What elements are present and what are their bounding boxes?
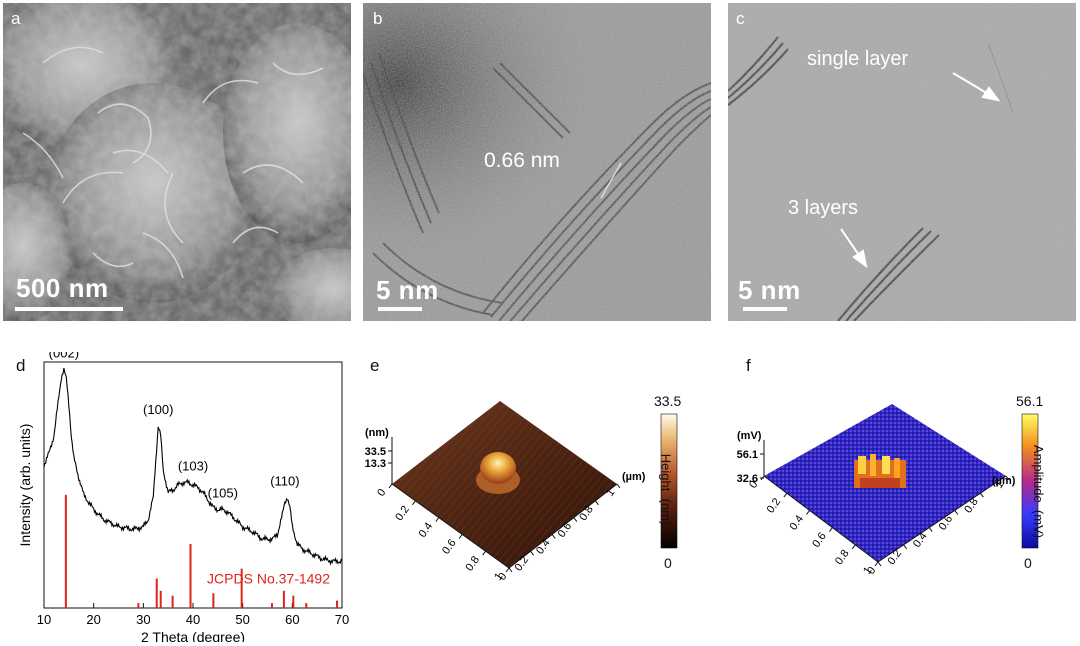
afm-z-tick-label: 56.1 — [737, 449, 758, 461]
afm-z-unit: (nm) — [365, 427, 389, 439]
afm-tick — [573, 517, 578, 522]
scale-bar-label-b: 5 nm — [376, 275, 439, 305]
afm-tick-label: 0.6 — [440, 537, 459, 556]
scale-bar-label-c: 5 nm — [738, 275, 801, 305]
afm-tick-label: 0 — [375, 487, 388, 499]
xrd-pattern-line — [43, 367, 343, 566]
afm-tick-label: 0.2 — [765, 496, 784, 515]
three-layers-label: 3 layers — [788, 197, 859, 219]
afm-tick — [530, 550, 535, 556]
panel-label-e: e — [370, 356, 380, 375]
sem-flower-image — [3, 3, 351, 321]
x-tick-label: 30 — [136, 612, 150, 627]
colorbar-max-f: 56.1 — [1016, 393, 1044, 409]
afm-tick — [482, 550, 486, 556]
afm-tick — [874, 561, 879, 567]
afm-tick — [1005, 475, 1010, 481]
afm-tick — [594, 500, 599, 506]
afm-tick-label: 0 — [496, 571, 509, 583]
colorbar-min-f: 0 — [1024, 555, 1032, 571]
peak-label: (105) — [208, 486, 238, 501]
afm-tick — [435, 517, 440, 522]
x-tick-label: 40 — [186, 612, 200, 627]
x-axis-label: 2 Theta (degree) — [141, 629, 245, 642]
afm-tick-label: 0.4 — [787, 513, 806, 532]
scale-bar-b — [378, 307, 422, 311]
afm-tick-label: 0.2 — [393, 504, 412, 523]
afm-tick-label: 1 — [604, 487, 617, 499]
amplitude-feature — [854, 454, 906, 488]
peak-label: (110) — [270, 473, 299, 488]
panel-label-b: b — [373, 9, 383, 28]
scale-bar-label-a: 500 nm — [16, 273, 109, 303]
afm-z-tick-label: 33.5 — [365, 446, 386, 458]
afm-z-tick-label: 32.6 — [737, 473, 758, 485]
colorbar-label-f: Amplitude (mV) — [1031, 444, 1047, 539]
x-tick-label: 10 — [37, 612, 51, 627]
panel-label-c: c — [736, 9, 745, 28]
afm-tick — [505, 567, 510, 573]
afm-tick-label: 1 — [492, 571, 505, 583]
colorbar-label-e: Height (nm) — [658, 453, 674, 526]
scale-bar-c — [743, 307, 787, 311]
single-layer-label: single layer — [807, 48, 909, 70]
afm-tick — [508, 567, 513, 573]
tem-layers-image-c — [728, 3, 1076, 321]
scale-bar-a — [15, 307, 123, 311]
colorbar-min-e: 0 — [664, 555, 672, 571]
afm-tick-label: 1 — [861, 565, 874, 577]
afm-tick — [851, 544, 856, 550]
panel-label-a: a — [11, 9, 21, 28]
panel-label-f: f — [746, 356, 751, 375]
afm-xy-unit: (µm) — [622, 471, 646, 483]
afm-tick — [903, 544, 908, 550]
afm-xy-unit: (µm) — [992, 475, 1016, 487]
x-tick-label: 60 — [285, 612, 299, 627]
afm-height-map: 000.20.20.40.40.60.60.80.811(µm)(nm)33.5… — [365, 401, 678, 583]
peak-label: (002) — [49, 352, 79, 360]
tem-image-panel-b: b 0.66 nm 5 nm — [363, 3, 711, 321]
afm-z-unit: (mV) — [737, 430, 762, 442]
afm-tick — [877, 561, 882, 567]
lattice-spacing-label: 0.66 nm — [484, 149, 560, 172]
afm-tick-label: 0.8 — [833, 548, 852, 567]
x-tick-label: 70 — [335, 612, 349, 627]
afm-tick — [783, 492, 788, 498]
afm-tick — [829, 527, 833, 532]
afm-tick — [616, 483, 621, 489]
afm-tick-label: 0.6 — [810, 530, 829, 549]
afm-tick-label: 1 — [993, 479, 1006, 491]
colorbar-max-e: 33.5 — [654, 393, 682, 409]
tem-image-panel-c: c single layer 3 layers 5 nm — [728, 3, 1076, 321]
afm-z-tick-label: 13.3 — [365, 458, 386, 470]
reference-legend: JCPDS No.37-1492 — [207, 570, 330, 586]
panel-label-d: d — [16, 356, 26, 375]
peak-label: (103) — [178, 459, 208, 474]
afm-tick — [979, 492, 984, 498]
afm-tick-label: 0 — [747, 479, 760, 491]
afm-tick-label: 0.8 — [463, 554, 482, 573]
afm-tick — [954, 510, 959, 515]
afm-tick-label: 0 — [865, 565, 878, 577]
afm-tick — [806, 510, 810, 515]
arrow-three-layers-icon — [840, 228, 868, 269]
tem-lattice-image-b — [363, 3, 711, 321]
sem-image-panel: a 500 nm — [3, 3, 351, 321]
afm-tick — [551, 534, 556, 539]
xrd-chart: 10 20 30 40 50 60 70 2 Theta (degree) Intensity … — [17, 352, 349, 642]
afm-tick-label: 0.4 — [417, 520, 436, 539]
afm-tick — [412, 500, 416, 506]
afm-amplitude-map: 000.20.20.40.40.60.60.80.811(µm)(mV)56.1… — [737, 404, 1039, 577]
afm-tick — [388, 483, 393, 489]
peak-label: (100) — [143, 402, 173, 417]
x-tick-label: 50 — [235, 612, 249, 627]
afm-tick — [458, 534, 463, 539]
arrow-single-layer-icon — [952, 72, 1001, 102]
y-axis-label: Intensity (arb. units) — [17, 424, 33, 547]
x-tick-label: 20 — [86, 612, 100, 627]
afm-tick — [928, 527, 933, 532]
